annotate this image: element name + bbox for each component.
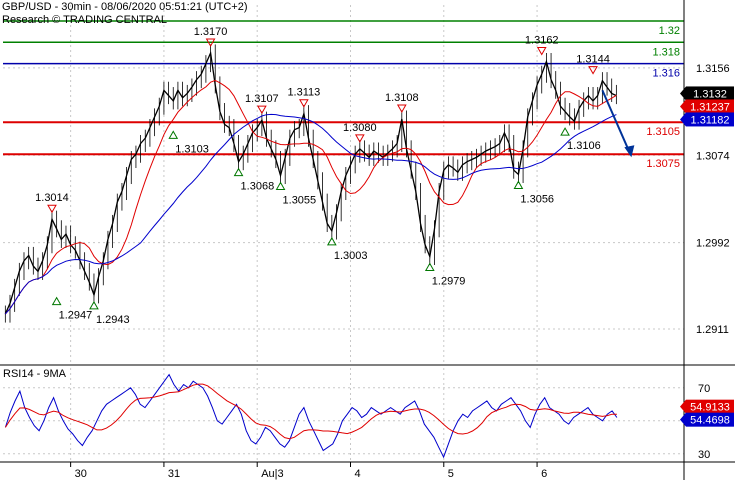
support-marker	[51, 296, 62, 306]
pivot-high-label: 1.3162	[525, 34, 559, 46]
resistance-marker	[257, 105, 267, 115]
rsi-ma-tag-text: 54.9133	[690, 402, 730, 414]
pivot-high-label: 1.3144	[576, 54, 610, 66]
pivot-high-label: 1.3113	[287, 87, 320, 99]
level-label: 1.3075	[646, 158, 680, 170]
pivot-low-label: 1.3106	[567, 140, 601, 152]
price-tick-label: 1.3156	[696, 63, 730, 75]
slow-ma-tag-text: 1.31182	[691, 114, 730, 126]
price-tick-label: 1.2992	[696, 238, 730, 250]
chart-header-source: Research © TRADING CENTRAL	[2, 14, 167, 26]
support-marker	[424, 262, 435, 271]
time-tick-label: 4	[354, 468, 360, 480]
support-marker	[89, 300, 99, 310]
forecast-arrow-line	[601, 89, 632, 155]
pivot-low-label: 1.3056	[520, 193, 554, 205]
rsi-ma-tag-box	[686, 399, 734, 414]
rsi-panel-title: RSI14 - 9MA	[3, 368, 67, 380]
slow-ma-tag-box	[686, 112, 734, 127]
level-label: 1.3105	[646, 126, 680, 138]
time-tick-label: Au|3	[261, 468, 283, 480]
pivot-low-label: 1.3068	[241, 181, 275, 193]
pivot-low-label: 1.2947	[59, 310, 93, 322]
pivot-high-label: 1.3170	[194, 26, 228, 38]
time-tick-label: 5	[448, 468, 454, 480]
resistance-marker	[588, 66, 598, 75]
rsi-value-tag-pointer	[680, 412, 686, 427]
fast-ma-tag-box	[686, 99, 734, 114]
pivot-high-label: 1.3108	[385, 92, 419, 104]
pivot-low-label: 1.2979	[432, 275, 466, 287]
pivot-high-label: 1.3107	[245, 93, 279, 105]
forecast-arrowhead	[624, 145, 635, 158]
resistance-marker	[354, 134, 365, 143]
rsi-value-tag-text: 54.4698	[690, 415, 730, 427]
rsi-line	[4, 373, 618, 459]
slow-ma-tag-pointer	[680, 112, 686, 127]
resistance-marker	[396, 104, 407, 114]
pivot-low-label: 1.2943	[96, 314, 130, 326]
pivot-low-label: 1.3003	[334, 250, 368, 262]
price-tick-label: 1.2911	[696, 324, 729, 336]
rsi-ma-tag-pointer	[680, 399, 686, 414]
chart-header-title: GBP/USD - 30min - 08/06/2020 05:51:21 (U…	[2, 1, 248, 13]
pivot-high-label: 1.3014	[35, 192, 69, 204]
last-price-tag-box	[686, 86, 734, 101]
support-marker	[275, 181, 286, 191]
resistance-marker	[205, 38, 216, 47]
fast-ma-tag-pointer	[680, 99, 686, 114]
fast-ma-tag-text: 1.31237	[690, 101, 730, 113]
pivot-low-label: 1.3103	[175, 143, 209, 155]
last-price-tag-text: 1.3132	[693, 88, 727, 100]
fast-ma-line	[4, 79, 617, 315]
rsi-value-tag-box	[686, 412, 734, 427]
level-label: 1.32	[659, 25, 680, 37]
pivot-high-label: 1.3080	[343, 122, 377, 134]
rsi-panel: RSI14 - 9MA	[3, 368, 684, 462]
slow-ma-line	[4, 113, 617, 315]
time-tick-label: 30	[75, 468, 87, 480]
price-tick-label: 1.3074	[696, 150, 730, 162]
time-tick-label: 31	[168, 468, 180, 480]
level-label: 1.318	[652, 46, 680, 58]
resistance-marker	[298, 99, 309, 108]
time-tick-label: 6	[541, 468, 547, 480]
level-label: 1.316	[652, 68, 680, 80]
last-price-tag-pointer	[680, 86, 686, 101]
price-series-line	[4, 50, 617, 315]
resistance-marker	[536, 46, 547, 56]
rsi-tick-label: 70	[698, 383, 710, 395]
support-marker	[560, 127, 570, 136]
support-marker	[168, 130, 179, 139]
resistance-marker	[47, 204, 57, 214]
support-marker	[326, 236, 337, 246]
rsi-tick-label: 30	[698, 449, 710, 461]
support-marker	[233, 167, 244, 177]
rsi-ma-line	[4, 383, 617, 440]
support-marker	[513, 180, 524, 189]
pivot-low-label: 1.3055	[283, 195, 317, 207]
